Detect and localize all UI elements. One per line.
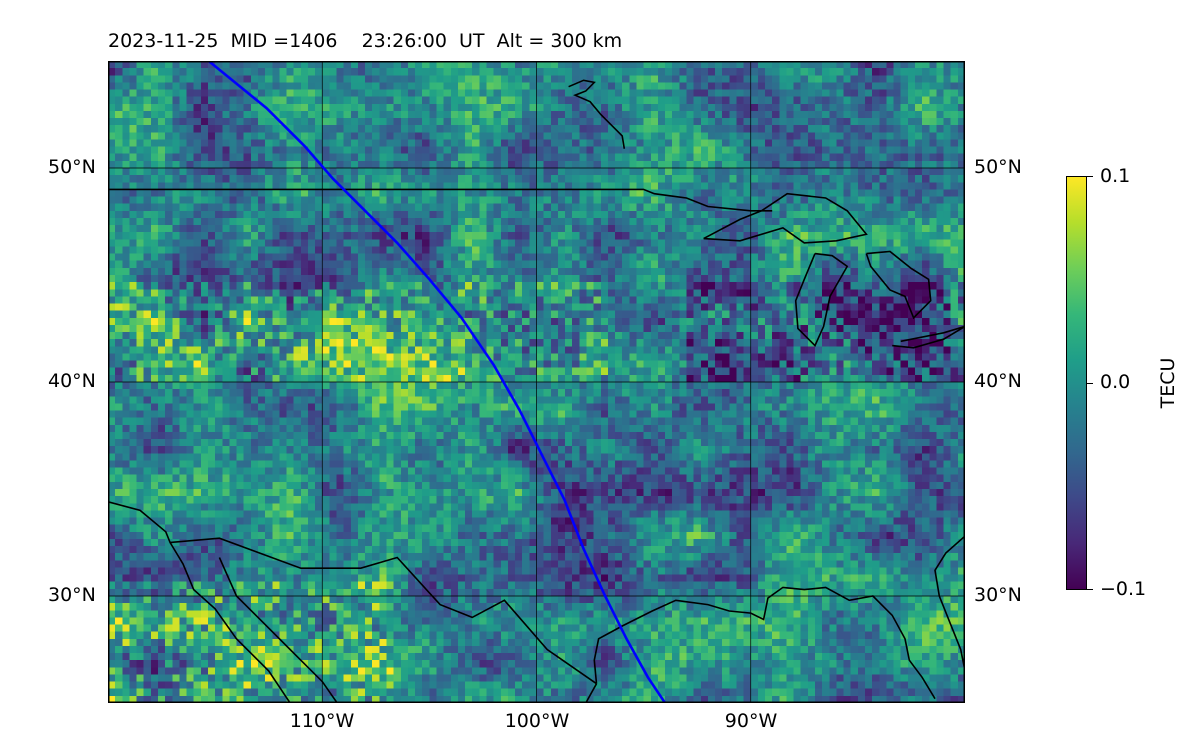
coastline-lake-erie (892, 325, 965, 349)
lat-label-50-left: 50°N (48, 156, 96, 178)
lon-label-100w: 100°W (504, 710, 570, 732)
satellite-track (207, 61, 667, 703)
map-panel (108, 61, 965, 703)
colorbar-label-min: −0.1 (1100, 578, 1147, 600)
lat-label-50-right: 50°N (974, 156, 1022, 178)
coastline-us-canada-border (108, 188, 773, 212)
colorbar-label-max: 0.1 (1100, 165, 1131, 187)
colorbar-tick-top (1087, 176, 1093, 177)
coastline-gulf-coast (593, 586, 936, 700)
coastline-hudson-bay (568, 79, 626, 149)
map-title: 2023-11-25 MID =1406 23:26:00 UT Alt = 3… (108, 30, 623, 52)
colorbar-label-zero: 0.0 (1100, 371, 1131, 393)
colorbar-tick-bottom (1087, 589, 1093, 590)
colorbar-tick-mid (1087, 383, 1093, 384)
colorbar-title: TECU (1157, 357, 1179, 409)
lon-label-90w: 90°W (724, 710, 778, 732)
lat-label-30-right: 30°N (974, 584, 1022, 606)
coastline-lake-huron (865, 250, 932, 320)
lat-label-40-right: 40°N (974, 370, 1022, 392)
coastline-baja (169, 542, 291, 703)
coastline-lake-superior (703, 192, 868, 244)
lat-label-30-left: 30°N (48, 584, 96, 606)
coastline-lake-michigan (794, 252, 849, 347)
colorbar (1066, 176, 1087, 590)
coastline-us-mexico-border (108, 501, 597, 685)
map-frame (108, 61, 965, 703)
map-overlay (108, 61, 965, 703)
coastline-gulf-of-california (218, 557, 338, 703)
coastline-atlantic-coast (934, 535, 965, 699)
lat-label-40-left: 40°N (48, 370, 96, 392)
lon-label-110w: 110°W (289, 710, 355, 732)
coastline-mexico-gulf-coast (585, 683, 598, 703)
